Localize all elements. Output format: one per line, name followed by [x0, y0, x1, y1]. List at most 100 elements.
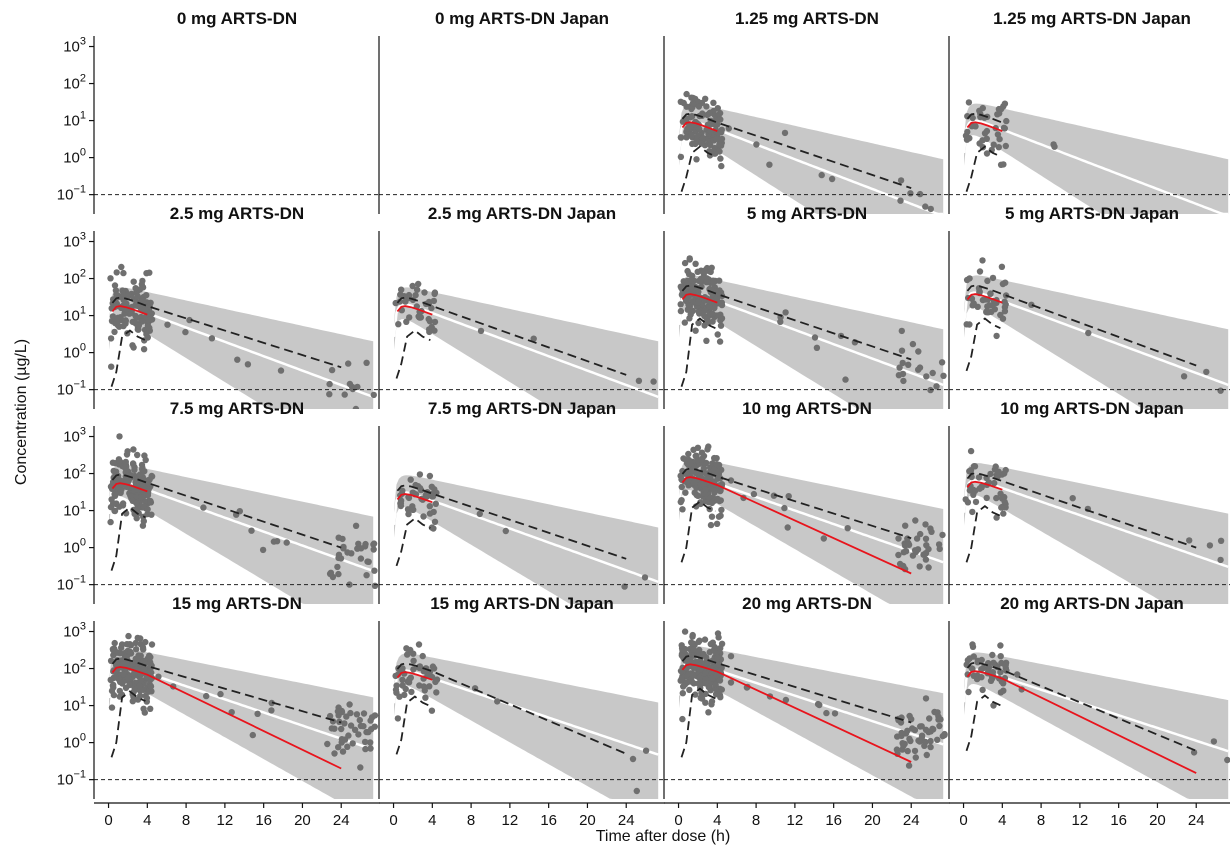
observation-point: [134, 451, 141, 459]
observation-point: [711, 304, 718, 312]
observation-point: [976, 485, 983, 492]
y-tick-label: 102: [63, 658, 86, 678]
observation-point: [692, 327, 699, 334]
observation-point: [402, 685, 409, 693]
observation-point: [356, 716, 363, 724]
observation-point: [406, 314, 413, 321]
observation-point: [110, 691, 118, 699]
panel: 10 mg ARTS-DN Japan: [948, 399, 1230, 604]
observation-point: [979, 137, 986, 144]
observation-point: [896, 364, 903, 371]
x-tick-label: 24: [618, 812, 635, 829]
observation-point: [244, 361, 252, 368]
observation-point: [781, 504, 788, 512]
observation-point: [813, 344, 821, 351]
observation-point: [999, 280, 1007, 288]
observation-point: [904, 747, 911, 755]
observation-point: [147, 299, 154, 306]
observation-point: [371, 567, 378, 574]
observation-point: [416, 664, 423, 672]
observation-point: [690, 479, 698, 486]
observation-point: [494, 698, 501, 705]
observation-point: [111, 490, 118, 498]
observation-point: [915, 348, 922, 355]
observation-point: [1002, 466, 1009, 474]
x-tick-label: 16: [255, 812, 272, 829]
observation-point: [750, 490, 758, 498]
observation-point: [1190, 749, 1198, 756]
observation-point: [270, 538, 278, 545]
x-tick-label: 0: [389, 812, 397, 829]
observation-point: [642, 747, 650, 754]
observation-point: [1224, 756, 1230, 764]
observation-point: [902, 730, 910, 737]
observation-point: [998, 263, 1006, 270]
observation-point: [708, 701, 715, 708]
observation-point: [683, 296, 690, 304]
observation-point: [901, 542, 909, 549]
observation-point: [967, 447, 975, 455]
observed-upper-percentile-line: [681, 467, 912, 540]
observation-point: [110, 467, 117, 475]
observation-point: [966, 135, 973, 142]
observation-point: [704, 660, 711, 667]
x-tick-label: 20: [294, 812, 311, 829]
y-tick-label: 103: [63, 36, 86, 56]
observation-point: [718, 506, 725, 514]
x-tick-label: 8: [467, 812, 475, 829]
observation-point: [328, 725, 335, 732]
observed-upper-percentile-line: [966, 472, 1197, 549]
observation-point: [326, 570, 334, 577]
observation-point: [362, 745, 369, 753]
observation-point: [715, 468, 722, 475]
observation-point: [716, 277, 723, 284]
observation-point: [203, 692, 210, 700]
observation-point: [352, 405, 360, 409]
panel-title: 20 mg ARTS-DN: [742, 594, 872, 613]
observation-point: [996, 135, 1003, 143]
observed-lower-percentile-line: [680, 317, 716, 387]
observation-point: [927, 737, 934, 745]
prediction-band: [964, 275, 1229, 409]
y-tick-label: 101: [63, 110, 86, 130]
observation-point: [126, 681, 133, 689]
panel-title: 7.5 mg ARTS-DN: [170, 399, 304, 418]
observation-point: [979, 257, 986, 264]
observation-point: [107, 275, 114, 282]
observation-point: [766, 161, 773, 168]
observation-point: [1085, 329, 1092, 337]
observation-point: [1051, 143, 1058, 150]
observation-point: [936, 722, 943, 730]
observation-point: [997, 689, 1005, 696]
observation-point: [433, 689, 440, 696]
panel-title: 5 mg ARTS-DN: [747, 204, 867, 223]
observation-point: [978, 674, 985, 681]
y-tick-label: 100: [63, 342, 86, 362]
observation-point: [927, 743, 934, 751]
observation-point: [922, 695, 930, 702]
observation-point: [717, 155, 724, 162]
observation-point: [929, 369, 936, 377]
observation-point: [410, 657, 417, 664]
observation-point: [629, 755, 637, 763]
observation-point: [962, 496, 969, 503]
observation-point: [208, 335, 216, 342]
observation-point: [703, 337, 710, 344]
observation-point: [346, 380, 354, 388]
observation-point: [718, 127, 725, 135]
observation-point: [1180, 373, 1188, 380]
observation-point: [708, 499, 716, 507]
x-tick-label: 0: [104, 812, 112, 829]
observation-point: [1203, 368, 1210, 376]
panel-title: 1.25 mg ARTS-DN: [735, 9, 879, 28]
observation-point: [718, 315, 726, 322]
observation-point: [704, 446, 711, 453]
observation-point: [326, 380, 333, 388]
observation-point: [399, 676, 406, 683]
observation-point: [326, 391, 333, 398]
observation-point: [911, 747, 919, 755]
observation-point: [989, 651, 996, 659]
observation-point: [725, 125, 732, 132]
plot-area: [962, 99, 1229, 214]
